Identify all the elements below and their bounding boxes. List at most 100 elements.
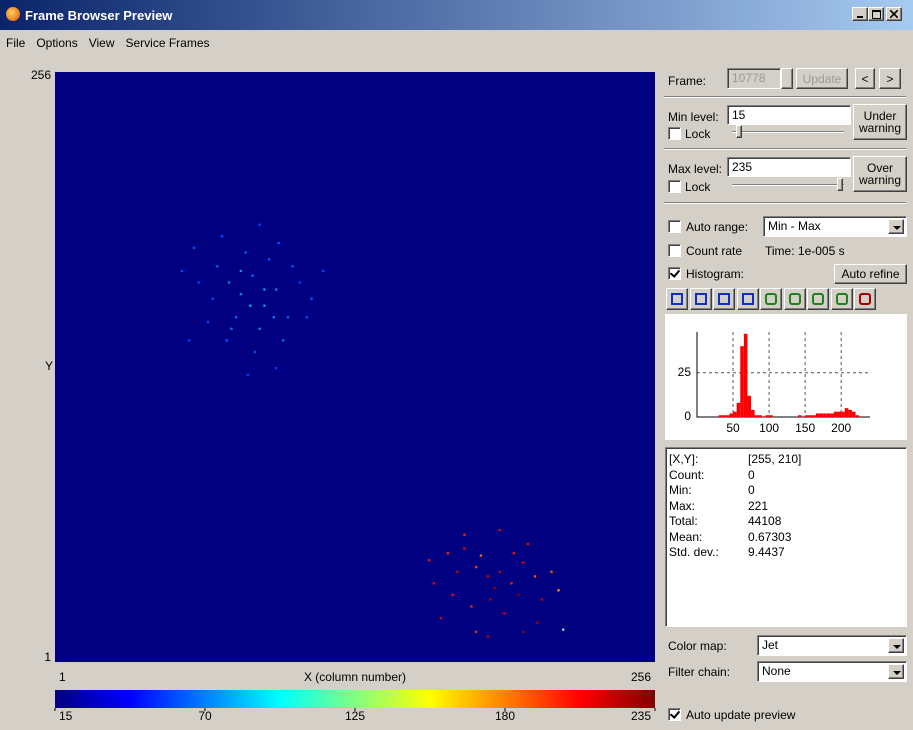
- pixel: [541, 598, 543, 600]
- next-frame-button[interactable]: >: [879, 68, 901, 89]
- stats-value: 9.4437: [748, 545, 785, 559]
- histogram-bar: [812, 415, 816, 417]
- histogram-bar: [838, 412, 842, 417]
- dropdown-arrow[interactable]: [888, 638, 904, 653]
- auto-refine-button[interactable]: Auto refine: [834, 264, 907, 284]
- toolbar-button[interactable]: [854, 288, 876, 310]
- auto-update-checkbox[interactable]: [668, 708, 681, 721]
- minimize-button[interactable]: [852, 7, 868, 21]
- pixel: [447, 552, 449, 554]
- menu-item[interactable]: Options: [36, 36, 77, 50]
- pixel: [263, 288, 265, 290]
- pixel: [282, 339, 284, 341]
- pixel: [221, 235, 223, 237]
- histogram-bar: [765, 415, 769, 417]
- prev-frame-button[interactable]: <: [855, 68, 875, 89]
- pixel: [522, 561, 524, 563]
- pixel: [244, 251, 246, 253]
- separator: [664, 96, 906, 98]
- histogram-bar: [744, 334, 748, 417]
- max-lock-checkbox[interactable]: [668, 180, 681, 193]
- menu-item[interactable]: File: [6, 36, 25, 50]
- maximize-button[interactable]: [868, 7, 884, 21]
- pixel: [480, 554, 482, 556]
- max-level-label: Max level:: [668, 162, 722, 176]
- pixel: [273, 316, 275, 318]
- pixel: [510, 582, 512, 584]
- min-level-label: Min level:: [668, 110, 719, 124]
- over-warning-button[interactable]: Over warning: [853, 156, 907, 192]
- min-slider-track: [732, 131, 844, 133]
- count-rate-checkbox[interactable]: [668, 244, 681, 257]
- toolbar-button[interactable]: [784, 288, 806, 310]
- pixel: [235, 316, 237, 318]
- frame-input[interactable]: 10778: [727, 68, 781, 89]
- stats-row: Total:44108: [669, 514, 903, 530]
- close-icon: [890, 10, 898, 18]
- pixel: [463, 534, 465, 536]
- menu-item[interactable]: View: [89, 36, 115, 50]
- frame-spinner[interactable]: [781, 68, 793, 89]
- color-map-dropdown[interactable]: Jet: [757, 635, 907, 656]
- auto-range-dropdown[interactable]: Min - Max: [763, 216, 907, 237]
- title-bar: Frame Browser Preview: [0, 0, 913, 30]
- pixel: [181, 270, 183, 272]
- pixel: [487, 575, 489, 577]
- histogram-bar: [733, 412, 737, 417]
- dropdown-arrow[interactable]: [888, 219, 904, 234]
- toolbar-button[interactable]: [666, 288, 688, 310]
- filter-chain-value: None: [762, 664, 791, 678]
- pixel: [263, 305, 265, 307]
- pixel: [456, 571, 458, 573]
- toolbar-button[interactable]: [807, 288, 829, 310]
- menu-item[interactable]: Service Frames: [126, 36, 210, 50]
- color-map-value: Jet: [762, 638, 778, 652]
- histogram-bar: [852, 412, 856, 417]
- pixel: [433, 582, 435, 584]
- pixel: [463, 547, 465, 549]
- close-button[interactable]: [886, 7, 902, 21]
- min-lock-checkbox[interactable]: [668, 127, 681, 140]
- max-level-input[interactable]: 235: [727, 157, 851, 177]
- histogram-bar: [820, 413, 824, 417]
- toolbar-icon: [765, 293, 777, 305]
- stats-row: Count: 0: [669, 468, 903, 484]
- histogram-checkbox[interactable]: [668, 267, 681, 280]
- histogram-bar: [758, 415, 762, 417]
- pixel: [550, 571, 552, 573]
- histogram-bar: [722, 415, 726, 417]
- toolbar-button[interactable]: [760, 288, 782, 310]
- pixel: [522, 631, 524, 633]
- toolbar-button[interactable]: [737, 288, 759, 310]
- toolbar-button[interactable]: [690, 288, 712, 310]
- count-rate-label: Count rate: [686, 244, 742, 258]
- toolbar-button[interactable]: [713, 288, 735, 310]
- pixel: [275, 367, 277, 369]
- image-background: [55, 72, 655, 662]
- dropdown-arrow[interactable]: [888, 664, 904, 679]
- stats-value: 0: [748, 468, 755, 482]
- under-warning-button[interactable]: Under warning: [853, 104, 907, 140]
- stats-row: [X,Y]:[255, 210]: [669, 452, 903, 468]
- update-button[interactable]: Update: [796, 68, 848, 89]
- stats-row: Mean:0.67303: [669, 530, 903, 546]
- toolbar-icon: [671, 293, 683, 305]
- auto-range-checkbox[interactable]: [668, 220, 681, 233]
- pixel: [216, 265, 218, 267]
- max-lock-label: Lock: [685, 180, 710, 194]
- toolbar-button[interactable]: [831, 288, 853, 310]
- min-slider-thumb[interactable]: [736, 125, 742, 138]
- filter-chain-dropdown[interactable]: None: [757, 661, 907, 682]
- stats-label: Count:: [669, 468, 704, 482]
- pixel: [470, 605, 472, 607]
- auto-range-value: Min - Max: [768, 219, 821, 233]
- max-slider-thumb[interactable]: [837, 178, 843, 191]
- pixel: [230, 328, 232, 330]
- min-level-input[interactable]: 15: [727, 105, 851, 125]
- histogram-bar: [830, 413, 834, 417]
- pixel: [254, 351, 256, 353]
- pixel: [259, 224, 261, 226]
- pixel: [277, 242, 279, 244]
- pixel: [517, 594, 519, 596]
